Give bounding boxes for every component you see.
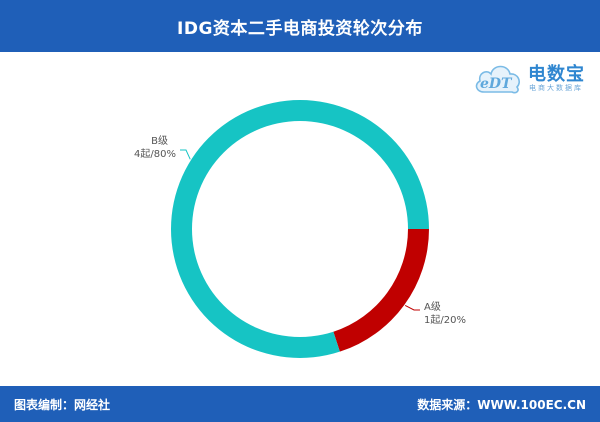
donut-chart: B级 4起/80% A级 1起/20% (134, 99, 466, 358)
donut-slices (170, 99, 429, 358)
label-a-detail: 1起/20% (424, 314, 466, 326)
header-bar: IDG资本二手电商投资轮次分布 (0, 0, 600, 52)
label-leaders (180, 149, 420, 311)
logo-mark-text: eDT (480, 76, 512, 92)
leader-b (180, 149, 191, 160)
footer-source: 数据来源：WWW.100EC.CN (417, 398, 586, 412)
label-b-detail: 4起/80% (134, 148, 176, 160)
slice-a (333, 229, 429, 352)
cloud-icon (475, 65, 520, 94)
footer-bar: 图表编制：网经社 数据来源：WWW.100EC.CN (0, 386, 600, 422)
page-title: IDG资本二手电商投资轮次分布 (177, 18, 423, 39)
logo-subtitle: 电商大数据库 (529, 84, 583, 92)
label-a-name: A级 (424, 301, 441, 313)
brand-logo: eDT 电数宝 电商大数据库 (472, 56, 594, 100)
footer-credit: 图表编制：网经社 (14, 398, 111, 412)
label-b-name: B级 (151, 135, 168, 147)
logo-name: 电数宝 (528, 64, 585, 85)
leader-a (404, 304, 420, 311)
